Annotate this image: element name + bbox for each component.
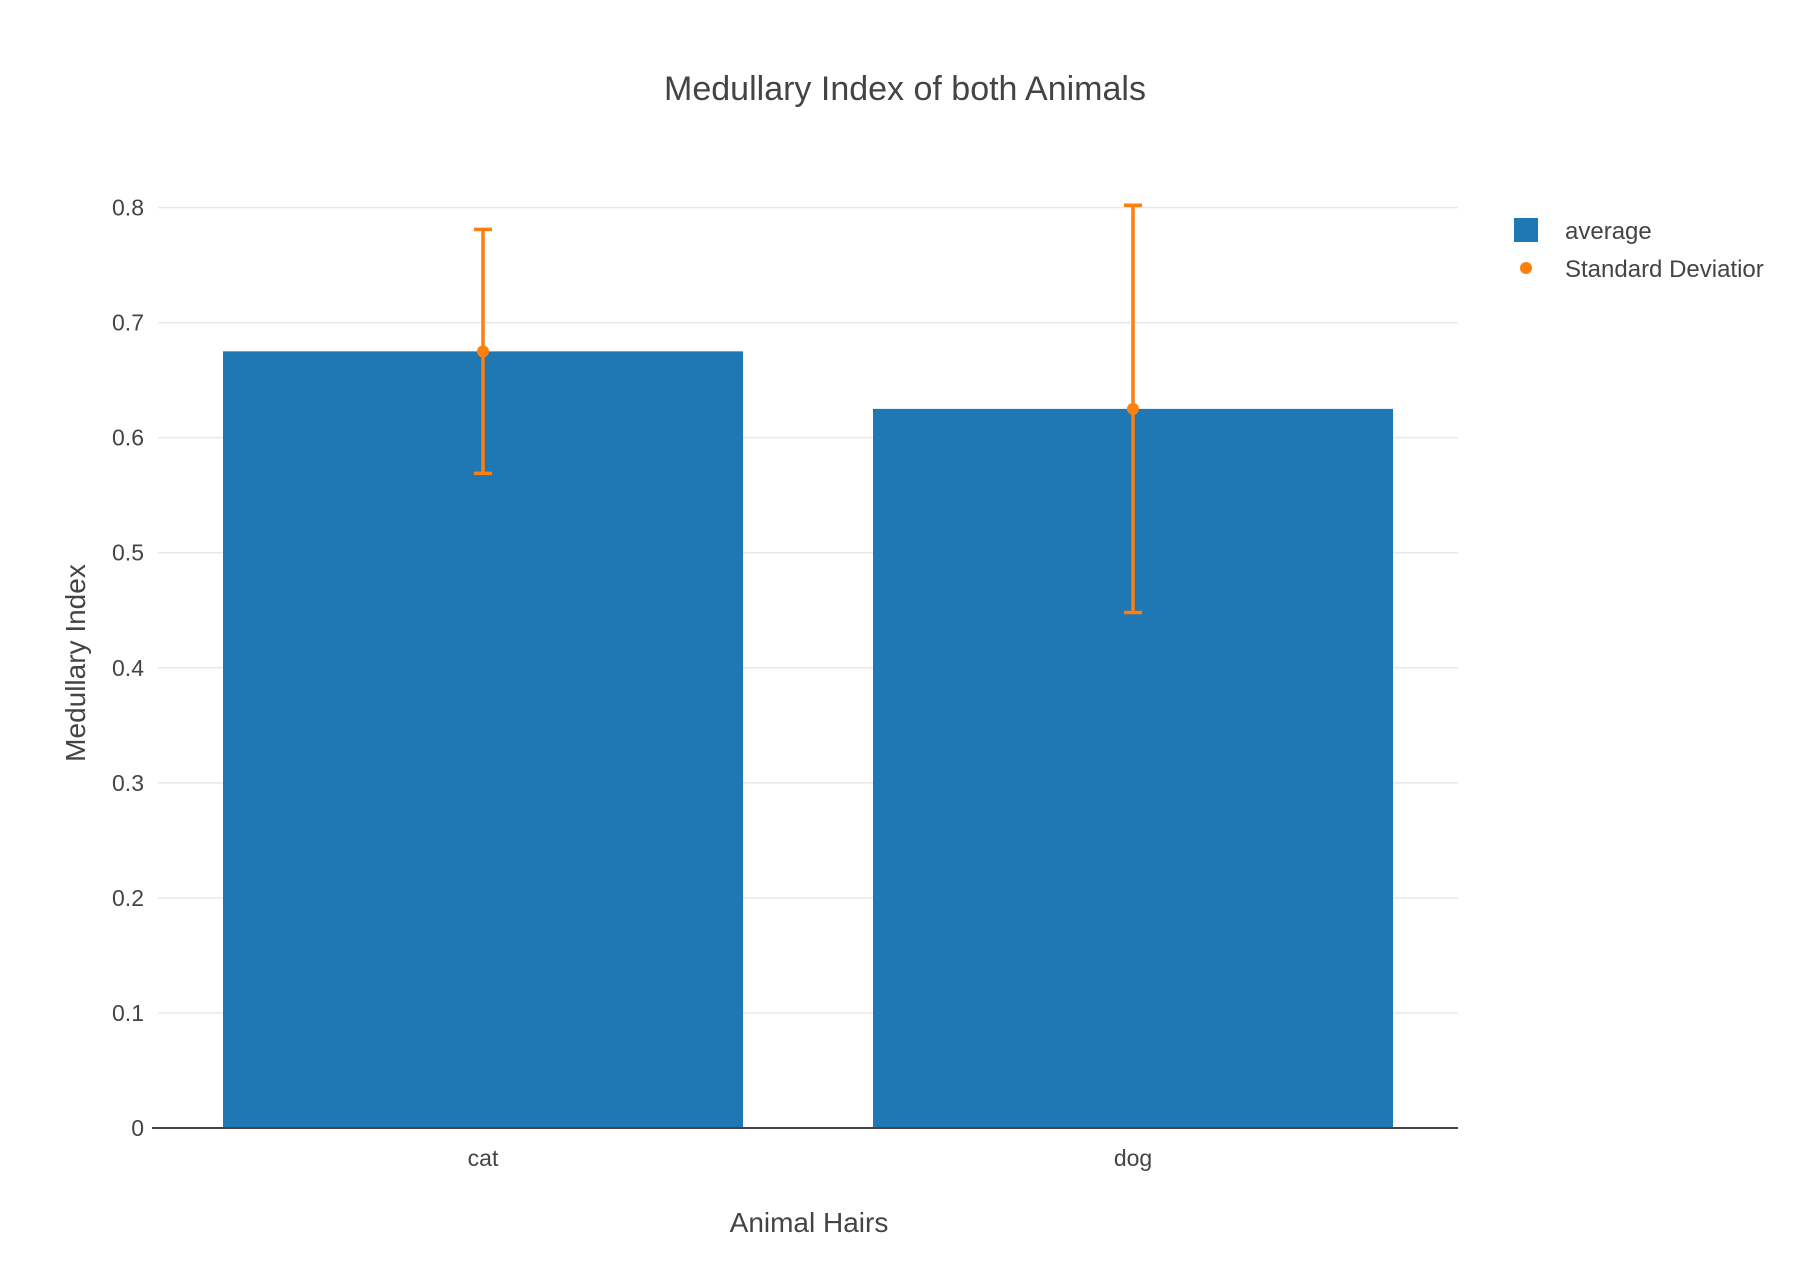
legend-swatch-standard-deviation: [1520, 262, 1532, 274]
error-bar-dog[interactable]: [1124, 203, 1142, 615]
legend-item-average[interactable]: average: [1514, 218, 1652, 245]
y-tick-label: 0.6: [112, 425, 144, 451]
legend: average Standard Deviatior: [1514, 218, 1764, 283]
y-tick-label: 0.5: [112, 540, 144, 566]
bar-cat[interactable]: [223, 351, 743, 1129]
x-axis-title: Animal Hairs: [730, 1207, 889, 1238]
error-bar-cat[interactable]: [474, 227, 492, 476]
legend-label-standard-deviation: Standard Deviatior: [1565, 256, 1764, 283]
legend-label-average: average: [1565, 218, 1652, 245]
y-tick-label: 0.2: [112, 885, 144, 911]
legend-item-standard-deviation[interactable]: Standard Deviatior: [1520, 256, 1764, 283]
error-bars: [474, 203, 1142, 615]
data-point-dog[interactable]: [1127, 402, 1139, 415]
y-tick-label: 0.4: [112, 655, 144, 681]
x-tick-label-cat: cat: [468, 1145, 499, 1171]
bars: [223, 351, 1393, 1129]
x-tick-labels: cat dog: [468, 1145, 1153, 1171]
data-point-cat[interactable]: [477, 345, 489, 358]
y-tick-label: 0.1: [112, 1000, 144, 1026]
y-tick-label: 0.8: [112, 195, 144, 221]
chart-title: Medullary Index of both Animals: [664, 70, 1146, 108]
y-axis-title: Medullary Index: [60, 564, 91, 762]
y-tick-label: 0: [131, 1115, 144, 1141]
legend-swatch-average: [1514, 218, 1538, 242]
y-tick-label: 0.3: [112, 770, 144, 796]
y-tick-label: 0.7: [112, 310, 144, 336]
y-tick-labels: 0 0.1 0.2 0.3 0.4 0.5 0.6 0.7 0.8: [112, 195, 158, 1141]
x-tick-label-dog: dog: [1114, 1145, 1152, 1171]
